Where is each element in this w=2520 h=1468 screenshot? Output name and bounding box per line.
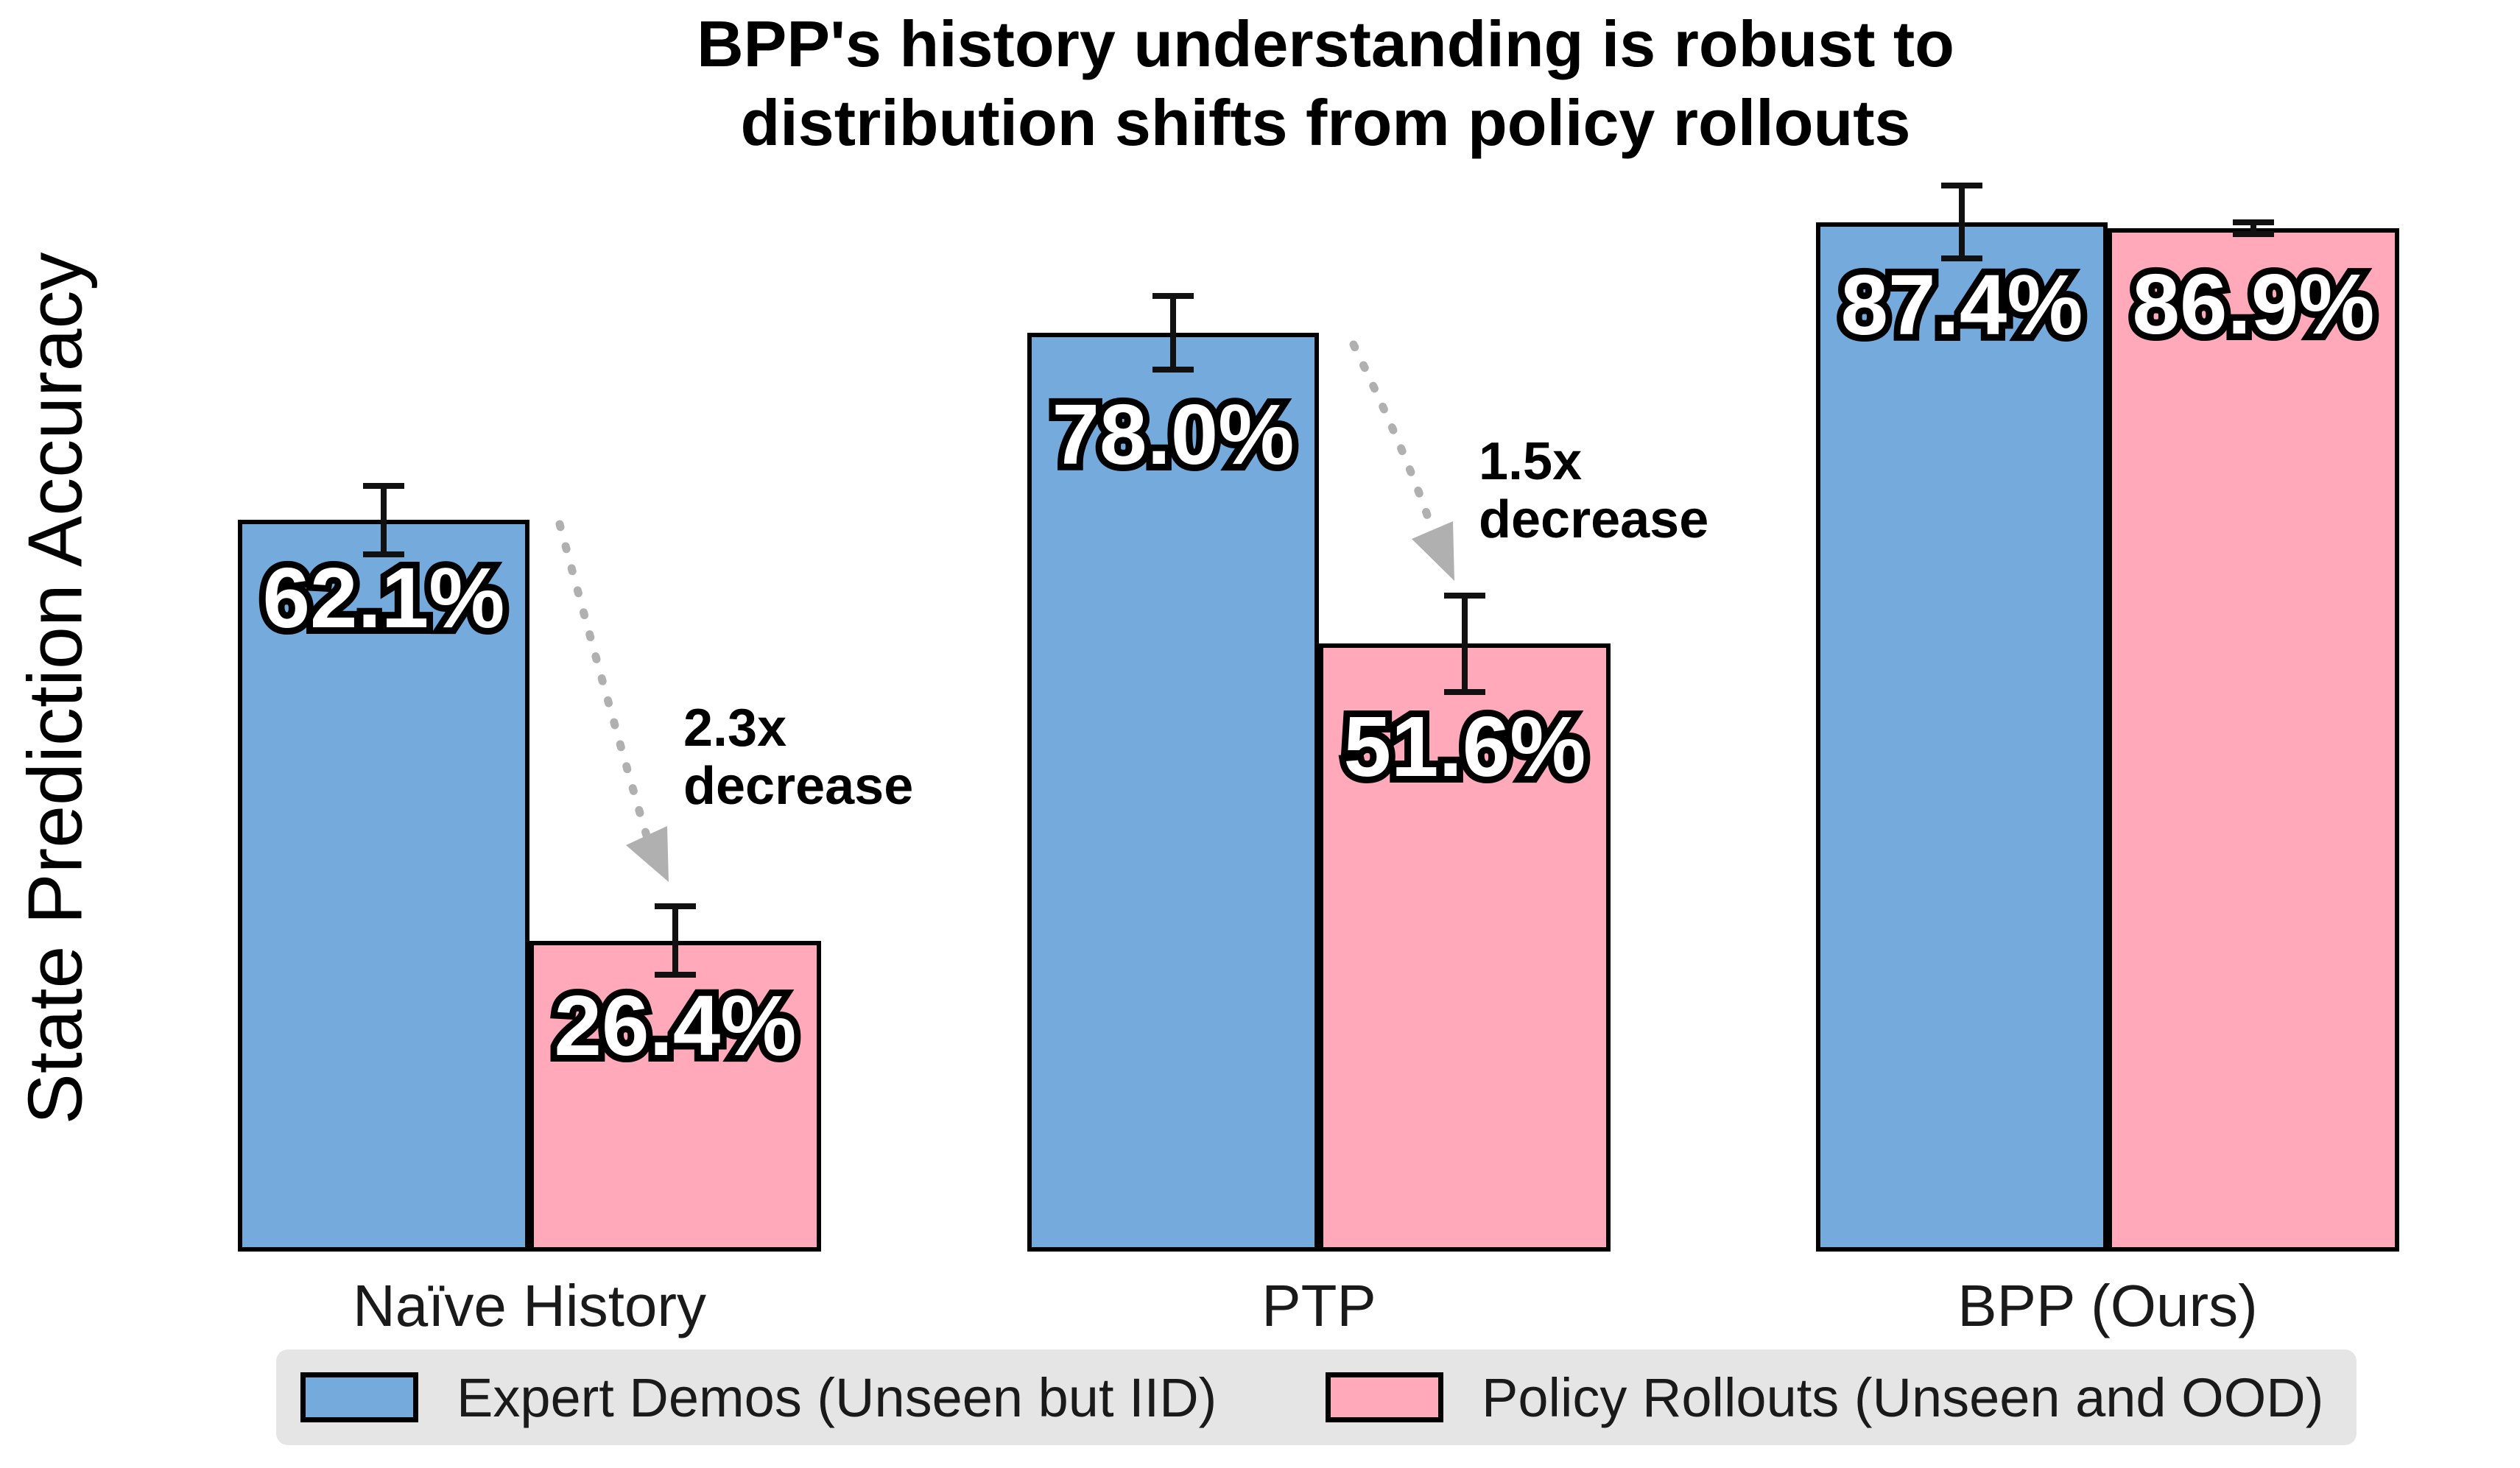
- legend: Expert Demos (Unseen but IID) Policy Rol…: [276, 1349, 2357, 1445]
- value-label-policy-rollouts-naive-history: 26.4% 26.4%: [548, 971, 803, 1080]
- legend-swatch-policy-rollouts-icon: [1326, 1372, 1443, 1422]
- error-bar-policy-rollouts-ptp: [1462, 595, 1468, 692]
- value-label-expert-demos-bpp-ours: 87.4% 87.4%: [1834, 250, 2090, 359]
- annotation-naive-decrease-line1: 2.3x: [683, 699, 787, 758]
- x-tick-bpp-ours: BPP (Ours): [1957, 1273, 2258, 1338]
- y-axis-label: State Prediction Accuracy: [13, 252, 99, 1125]
- value-label-outline: 62.1%: [256, 543, 512, 652]
- value-label-text: 62.1%: [262, 550, 505, 646]
- chart-title: BPP's history understanding is robust to…: [697, 4, 1954, 163]
- value-label-expert-demos-naive-history: 62.1% 62.1%: [256, 543, 512, 652]
- value-label-text: 87.4%: [1840, 256, 2083, 353]
- value-label-outline: 78.0%: [1046, 380, 1301, 489]
- value-label-text: 78.0%: [1052, 387, 1295, 482]
- value-label-expert-demos-ptp: 78.0% 78.0%: [1046, 380, 1301, 489]
- value-label-outline: 26.4%: [548, 971, 803, 1080]
- error-cap-bottom-expert-demos-naive-history: [363, 551, 404, 557]
- error-cap-bottom-policy-rollouts-bpp-ours: [2233, 230, 2274, 237]
- x-tick-ptp: PTP: [1261, 1273, 1376, 1338]
- chart-title-line1: BPP's history understanding is robust to: [697, 7, 1954, 80]
- error-cap-top-expert-demos-ptp: [1152, 293, 1194, 300]
- error-cap-bottom-expert-demos-bpp-ours: [1941, 255, 1982, 262]
- annotation-naive-decrease: 2.3x decrease: [683, 699, 913, 816]
- error-bar-policy-rollouts-naive-history: [672, 906, 678, 975]
- error-cap-top-policy-rollouts-naive-history: [655, 903, 696, 910]
- error-bar-expert-demos-bpp-ours: [1959, 186, 1965, 259]
- error-cap-top-policy-rollouts-bpp-ours: [2233, 219, 2274, 225]
- bar-policy-rollouts-bpp-ours: [2108, 227, 2399, 1252]
- error-cap-top-expert-demos-naive-history: [363, 483, 404, 489]
- error-cap-top-policy-rollouts-ptp: [1444, 592, 1485, 599]
- error-cap-bottom-policy-rollouts-ptp: [1444, 689, 1485, 695]
- error-bar-policy-rollouts-bpp-ours: [2250, 222, 2256, 234]
- value-label-outline: 87.4%: [1834, 250, 2090, 359]
- annotation-ptp-decrease-line1: 1.5x: [1479, 432, 1583, 491]
- x-tick-naive-history: Naïve History: [352, 1273, 707, 1338]
- error-bar-expert-demos-ptp: [1170, 296, 1176, 370]
- annotation-ptp-decrease: 1.5x decrease: [1479, 432, 1709, 550]
- error-cap-top-expert-demos-bpp-ours: [1941, 183, 1982, 188]
- legend-item-expert-demos: Expert Demos (Unseen but IID): [300, 1349, 1217, 1445]
- chart-title-line2: distribution shifts from policy rollouts: [740, 86, 1911, 160]
- legend-swatch-expert-demos-icon: [300, 1372, 418, 1422]
- bar-policy-rollouts-ptp: [1319, 643, 1611, 1252]
- bar-expert-demos-naive-history: [238, 520, 529, 1252]
- error-bar-expert-demos-naive-history: [381, 486, 387, 554]
- value-label-outline: 51.6%: [1337, 692, 1593, 801]
- bar-expert-demos-ptp: [1027, 333, 1319, 1252]
- legend-label-policy-rollouts: Policy Rollouts (Unseen and OOD): [1482, 1366, 2324, 1428]
- annotation-ptp-decrease-line2: decrease: [1479, 490, 1709, 550]
- bar-expert-demos-bpp-ours: [1816, 222, 2108, 1252]
- value-label-policy-rollouts-bpp-ours: 86.9% 86.9%: [2126, 250, 2382, 359]
- legend-item-policy-rollouts: Policy Rollouts (Unseen and OOD): [1326, 1349, 2323, 1445]
- value-label-text: 86.9%: [2132, 255, 2375, 352]
- value-label-policy-rollouts-ptp: 51.6% 51.6%: [1337, 692, 1593, 801]
- annotation-naive-decrease-line2: decrease: [683, 757, 914, 816]
- value-label-text: 51.6%: [1343, 699, 1586, 795]
- error-cap-bottom-policy-rollouts-naive-history: [655, 972, 696, 978]
- value-label-text: 26.4%: [554, 977, 797, 1073]
- error-cap-bottom-expert-demos-ptp: [1152, 366, 1194, 373]
- legend-label-expert-demos: Expert Demos (Unseen but IID): [457, 1366, 1217, 1428]
- value-label-outline: 86.9%: [2126, 250, 2382, 359]
